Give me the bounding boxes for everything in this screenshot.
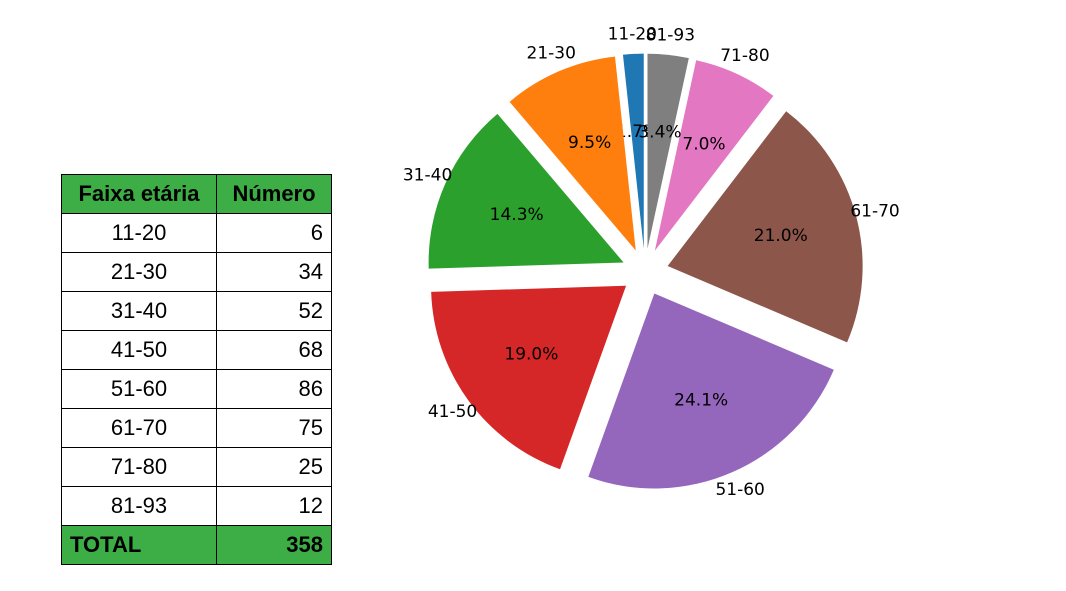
pie-slice [428,113,624,269]
table-cell: TOTAL [61,525,217,565]
pie-slice [431,285,627,470]
slice-label: 51-60 [715,480,764,500]
slice-percent: 7.0% [682,135,725,155]
table-cell: 358 [216,525,332,565]
pie-slice [647,53,689,249]
table-row: 71-80 25 [61,447,332,487]
slice-label: 21-30 [527,43,576,63]
pie-slice [654,60,774,251]
table-cell: 34 [216,252,332,292]
slice-label: 71-80 [720,46,769,66]
pie-slice [509,56,636,251]
header-cell: Número [216,174,332,214]
slice-percent: 14.3% [490,205,544,225]
pie-slice [622,53,644,249]
slice-percent: 24.1% [674,391,728,411]
pie-slice [588,293,834,489]
age-table: Faixa etária Número 11-20 6 21-30 34 31-40 52… [61,174,332,565]
slice-percent: 3.4% [638,122,681,142]
pie-slice [667,111,863,343]
slice-label: 61-70 [850,201,899,221]
slice-label: 11-20 [608,24,657,44]
table-row: 81-93 12 [61,486,332,526]
table-cell: 81-93 [61,486,217,526]
table-row: 51-60 86 [61,369,332,409]
table-row: 21-30 34 [61,252,332,292]
table-row: 61-70 75 [61,408,332,448]
table-cell: 12 [216,486,332,526]
table-cell: 75 [216,408,332,448]
table-cell: 68 [216,330,332,370]
slice-label: 81-93 [646,25,695,45]
table-cell: 25 [216,447,332,487]
slice-percent: 21.0% [754,226,808,246]
table-row: TOTAL 358 [61,525,332,565]
slice-percent: 9.5% [568,133,611,153]
slice-label: 41-50 [428,402,477,422]
table-cell: 51-60 [61,369,217,409]
table-cell: 86 [216,369,332,409]
table-cell: 21-30 [61,252,217,292]
slice-label: 31-40 [403,165,452,185]
slice-percent: 19.0% [504,345,558,365]
table-cell: 52 [216,291,332,331]
header-cell: Faixa etária [61,174,217,214]
table-row: 41-50 68 [61,330,332,370]
